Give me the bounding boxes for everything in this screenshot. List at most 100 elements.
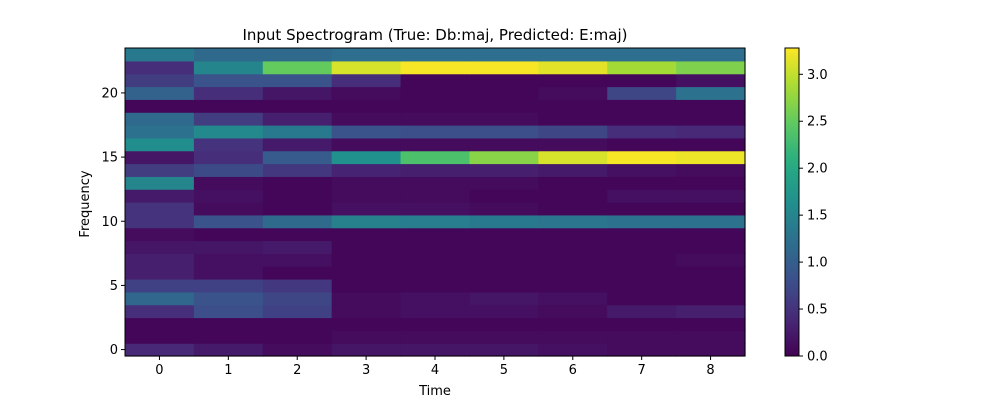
heatmap-cell <box>607 150 677 165</box>
heatmap-cell <box>262 317 333 331</box>
heatmap-cell <box>262 150 333 165</box>
heatmap-cell <box>607 330 677 344</box>
heatmap-cell <box>469 253 539 267</box>
heatmap-cell <box>538 176 608 190</box>
heatmap-cell <box>400 48 471 62</box>
x-tick-label: 5 <box>500 363 508 378</box>
heatmap-cell <box>331 304 402 319</box>
y-axis-label: Frequency <box>78 170 93 237</box>
heatmap-cell <box>676 253 746 267</box>
heatmap-cell <box>538 86 608 100</box>
heatmap-cell <box>469 214 539 229</box>
heatmap-cell <box>193 150 264 165</box>
y-tick-label: 0 <box>110 343 118 358</box>
heatmap-cell <box>676 48 746 62</box>
heatmap-cell <box>469 176 539 190</box>
heatmap-cell <box>676 291 746 306</box>
y-tick-label: 15 <box>101 151 118 166</box>
heatmap-cell <box>538 189 608 203</box>
heatmap-cell <box>538 214 608 229</box>
heatmap-cell <box>193 202 264 216</box>
heatmap-cell <box>607 189 677 203</box>
heatmap-cell <box>262 279 333 293</box>
heatmap-cell <box>262 176 333 190</box>
heatmap-cell <box>125 240 195 254</box>
heatmap-cell <box>331 60 402 75</box>
heatmap-cell <box>331 176 402 190</box>
heatmap-cell <box>538 240 608 254</box>
heatmap-cell <box>538 266 608 280</box>
heatmap-cell <box>331 48 402 62</box>
heatmap-cell <box>538 304 608 319</box>
heatmap-cell <box>400 330 471 344</box>
heatmap-cell <box>538 227 608 242</box>
y-tick-label: 5 <box>110 279 118 294</box>
heatmap-cell <box>400 227 471 242</box>
heatmap-cell <box>607 125 677 139</box>
heatmap-cell <box>125 214 195 229</box>
heatmap-cell <box>400 99 471 113</box>
heatmap-cell <box>193 137 264 152</box>
heatmap-cell <box>538 73 608 88</box>
heatmap-cell <box>400 266 471 280</box>
heatmap-cell <box>469 125 539 139</box>
heatmap-cell <box>607 291 677 306</box>
heatmap-cell <box>607 86 677 100</box>
heatmap-cell <box>331 125 402 139</box>
x-tick-label: 0 <box>155 363 163 378</box>
x-tick-label: 6 <box>569 363 577 378</box>
colorbar-tick-label: 1.0 <box>807 256 828 271</box>
heatmap-cell <box>331 73 402 88</box>
heatmap-cell <box>193 227 264 242</box>
heatmap-cell <box>607 317 677 331</box>
heatmap-cell <box>262 48 333 62</box>
heatmap-cell <box>607 202 677 216</box>
heatmap-cell <box>262 99 333 113</box>
heatmap-cell <box>331 99 402 113</box>
heatmap-cell <box>125 48 195 62</box>
heatmap-cell <box>400 291 471 306</box>
heatmap-cell <box>607 163 677 177</box>
heatmap-cell <box>125 112 195 126</box>
heatmap-cell <box>538 317 608 331</box>
heatmap-cell <box>125 125 195 139</box>
heatmap-cell <box>331 189 402 203</box>
heatmap-cell <box>469 291 539 306</box>
heatmap-cell <box>538 48 608 62</box>
heatmap-cell <box>469 112 539 126</box>
heatmap-cell <box>538 137 608 152</box>
heatmap-cell <box>538 112 608 126</box>
heatmap-cell <box>676 304 746 319</box>
heatmap-cell <box>676 99 746 113</box>
heatmap-cell <box>262 343 333 357</box>
heatmap-cell <box>607 304 677 319</box>
colorbar-tick-label: 1.5 <box>807 209 828 224</box>
heatmap-cell <box>676 60 746 75</box>
colorbar-tick-label: 3.0 <box>807 68 828 83</box>
heatmap-cell <box>400 279 471 293</box>
heatmap-cell <box>125 163 195 177</box>
heatmap-cell <box>262 60 333 75</box>
heatmap-cell <box>538 343 608 357</box>
heatmap-cell <box>469 73 539 88</box>
heatmap-cell <box>469 163 539 177</box>
heatmap-cell <box>676 240 746 254</box>
x-tick-label: 8 <box>706 363 714 378</box>
heatmap-cell <box>331 291 402 306</box>
heatmap-cell <box>262 266 333 280</box>
heatmap-cell <box>607 60 677 75</box>
heatmap-cell <box>469 48 539 62</box>
heatmap-cell <box>193 330 264 344</box>
y-axis-ticks: 0 5 10 15 20 <box>101 86 125 358</box>
heatmap-cell <box>193 48 264 62</box>
heatmap-cell <box>193 253 264 267</box>
heatmap-cell <box>193 73 264 88</box>
heatmap-cell <box>400 73 471 88</box>
heatmap-cell <box>469 137 539 152</box>
heatmap-cell <box>469 279 539 293</box>
heatmap-cell <box>469 202 539 216</box>
heatmap-cell <box>125 343 195 357</box>
heatmap-cell <box>262 112 333 126</box>
heatmap-cell <box>331 330 402 344</box>
heatmap-cell <box>538 291 608 306</box>
